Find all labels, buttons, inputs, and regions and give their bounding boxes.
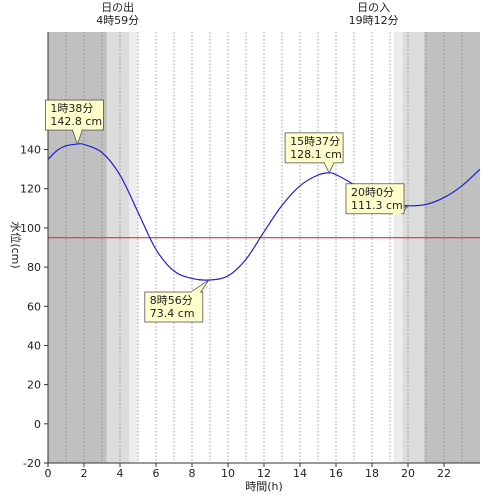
- y-tick-label: 20: [27, 379, 41, 392]
- x-tick-label: 10: [221, 467, 235, 480]
- y-tick-label: 120: [20, 183, 41, 196]
- night-band-evening: [424, 32, 480, 463]
- callout-value: 73.4 cm: [150, 307, 195, 320]
- x-tick-label: 4: [117, 467, 124, 480]
- twilight-band-morning-1: [106, 32, 129, 463]
- callout-value: 128.1 cm: [290, 148, 342, 161]
- x-tick-label: 0: [45, 467, 52, 480]
- callout-box: [44, 99, 104, 131]
- x-tick-label: 22: [437, 467, 451, 480]
- x-tick-label: 20: [401, 467, 415, 480]
- x-tick-label: 8: [189, 467, 196, 480]
- y-tick-label: 60: [27, 300, 41, 313]
- sun-event-time: 4時59分: [96, 14, 139, 27]
- callout-value: 142.8 cm: [50, 115, 102, 128]
- callout-time: 15時37分: [290, 135, 340, 148]
- callout-value: 111.3 cm: [351, 199, 403, 212]
- sun-event-name: 日の出: [101, 0, 134, 14]
- y-tick-label: -20: [23, 457, 41, 470]
- y-axis-title: 水位(cm): [9, 221, 23, 268]
- day-band: [137, 32, 394, 463]
- x-tick-label: 16: [329, 467, 343, 480]
- callout-time: 8時56分: [150, 294, 193, 307]
- x-tick-label: 2: [81, 467, 88, 480]
- night-band-morning: [48, 32, 107, 463]
- y-tick-label: 140: [20, 144, 41, 157]
- callout-box: [284, 132, 344, 164]
- x-tick-label: 18: [365, 467, 379, 480]
- callout-box: [144, 291, 204, 323]
- tick-labels: 0 2 4 6 8 10 12 14 16 18 20 22 -20 0 20 40 60 80 100 120 140: [20, 144, 451, 480]
- y-tick-label: 40: [27, 339, 41, 352]
- sun-event-name: 日の入: [357, 1, 390, 14]
- twilight-band-evening-2: [402, 32, 425, 463]
- twilight-bands: [48, 32, 480, 463]
- callout-time: 20時0分: [351, 186, 394, 199]
- x-axis-title: 時間(h): [245, 480, 283, 493]
- callout-box: [345, 183, 405, 215]
- x-tick-label: 12: [257, 467, 271, 480]
- twilight-band-morning-2: [129, 32, 138, 463]
- twilight-band-evening-1: [393, 32, 403, 463]
- callout-time: 1時38分: [50, 102, 93, 115]
- x-tick-label: 14: [293, 467, 307, 480]
- y-tick-label: 80: [27, 261, 41, 274]
- sun-event-time: 19時12分: [349, 14, 399, 27]
- y-tick-label: 100: [20, 222, 41, 235]
- y-tick-label: 0: [34, 418, 41, 431]
- x-tick-label: 6: [153, 467, 160, 480]
